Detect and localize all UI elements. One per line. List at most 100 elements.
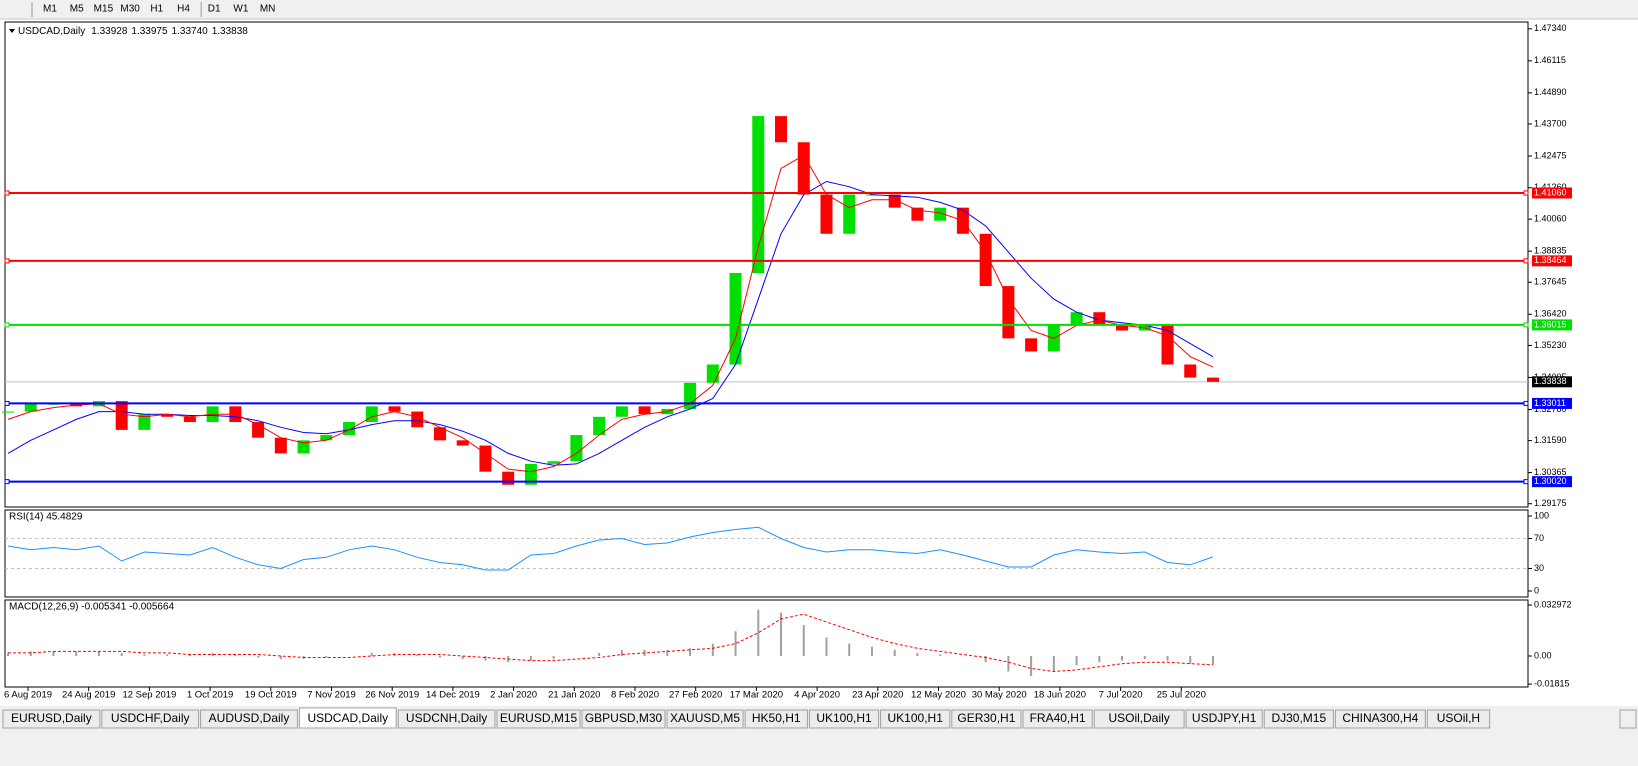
- tab-scroll[interactable]: [1619, 709, 1637, 729]
- tab-label[interactable]: UK100,H1: [816, 711, 872, 725]
- level-badge: [1532, 255, 1572, 267]
- tab[interactable]: [496, 709, 581, 729]
- tab[interactable]: [1093, 709, 1185, 729]
- symbol: USDCAD,Daily: [18, 26, 85, 37]
- rsi-label: RSI(14) 45.4829: [9, 512, 83, 523]
- timeframe-button[interactable]: W1: [233, 4, 248, 15]
- candle: [115, 401, 128, 430]
- macd-tick-label: 0.00: [1534, 650, 1552, 660]
- x-tick-label: 12 Sep 2019: [122, 690, 176, 701]
- tab-label[interactable]: USDCAD,Daily: [307, 711, 388, 725]
- candle: [752, 116, 765, 273]
- timeframe-button[interactable]: M5: [70, 4, 84, 15]
- tab-label[interactable]: USDCHF,Daily: [111, 711, 190, 725]
- level-handle[interactable]: [1523, 190, 1529, 196]
- tab-label[interactable]: USDCNH,Daily: [406, 711, 487, 725]
- candle: [1093, 312, 1106, 326]
- tab[interactable]: [1334, 709, 1426, 729]
- candle: [320, 435, 333, 441]
- level-label: 1.33011: [1534, 398, 1566, 408]
- x-tick-label: 4 Apr 2020: [794, 690, 840, 701]
- candle: [183, 416, 196, 423]
- price-badge: [1532, 376, 1572, 388]
- level-label: 1.30020: [1534, 476, 1567, 486]
- candle: [388, 406, 401, 412]
- tab[interactable]: [880, 709, 951, 729]
- tab-label[interactable]: GER30,H1: [957, 711, 1015, 725]
- open: 1.33928: [91, 26, 128, 37]
- tab[interactable]: [744, 709, 808, 729]
- tab-label[interactable]: USDJPY,H1: [1192, 711, 1257, 725]
- timeframe-button[interactable]: M1: [43, 4, 57, 15]
- level-handle[interactable]: [4, 322, 10, 328]
- tab-label[interactable]: CHINA300,H4: [1342, 711, 1418, 725]
- tab[interactable]: [298, 707, 397, 729]
- tab[interactable]: [808, 709, 880, 729]
- high: 1.33975: [131, 26, 168, 37]
- candle: [524, 463, 537, 485]
- rsi-line: [7, 526, 1214, 571]
- tab-label[interactable]: EURUSD,Daily: [11, 711, 92, 725]
- tab[interactable]: [581, 709, 666, 729]
- tab-label[interactable]: DJ30,M15: [1271, 711, 1326, 725]
- timeframe-button[interactable]: H1: [150, 4, 163, 15]
- candle: [502, 471, 515, 485]
- level-handle[interactable]: [4, 258, 10, 264]
- x-tick-label: 12 May 2020: [911, 690, 966, 701]
- tab-label[interactable]: USOil,H: [1437, 711, 1480, 725]
- tab-label[interactable]: AUDUSD,Daily: [209, 711, 290, 725]
- y-tick-label: 1.29175: [1534, 498, 1567, 508]
- rsi-panel: [4, 509, 1529, 598]
- menu-arrow[interactable]: [9, 29, 15, 33]
- timeframe-button[interactable]: MN: [260, 4, 276, 15]
- candle: [729, 272, 742, 365]
- tab-label[interactable]: EURUSD,M15: [500, 711, 578, 725]
- level-handle[interactable]: [4, 190, 10, 196]
- macd-tick-label: 0.032972: [1534, 599, 1572, 609]
- tab[interactable]: [1263, 709, 1334, 729]
- tab[interactable]: [200, 709, 298, 729]
- tab-label[interactable]: XAUUSD,M5: [670, 711, 740, 725]
- level-handle[interactable]: [1523, 258, 1529, 264]
- tab[interactable]: [1185, 709, 1263, 729]
- level-handle[interactable]: [1523, 400, 1529, 406]
- candle: [547, 461, 560, 464]
- level-label: 1.38464: [1534, 255, 1567, 265]
- candle: [1184, 364, 1197, 378]
- level-badge: [1532, 397, 1572, 409]
- tab[interactable]: [951, 709, 1022, 729]
- candle: [1207, 377, 1219, 382]
- tab[interactable]: [397, 709, 496, 729]
- candle: [297, 440, 310, 454]
- tab[interactable]: [1022, 709, 1093, 729]
- price-label: 1.33838: [1534, 376, 1567, 386]
- candle: [1025, 338, 1038, 352]
- x-tick-label: 17 Mar 2020: [730, 690, 783, 701]
- level-handle[interactable]: [4, 479, 10, 485]
- tab-label[interactable]: HK50,H1: [752, 711, 801, 725]
- timeframe-button[interactable]: M15: [94, 4, 114, 15]
- x-tick-label: 30 May 2020: [972, 690, 1027, 701]
- level-handle[interactable]: [1523, 322, 1529, 328]
- tab-label[interactable]: FRA40,H1: [1030, 711, 1086, 725]
- y-tick-label: 1.38835: [1534, 246, 1567, 256]
- tab[interactable]: [2, 709, 101, 729]
- tab-label[interactable]: GBPUSD,M30: [585, 711, 663, 725]
- y-tick-label: 1.37645: [1534, 277, 1567, 287]
- status-area: [0, 732, 1638, 766]
- y-tick-label: 1.35230: [1534, 340, 1567, 350]
- tab[interactable]: [101, 709, 200, 729]
- timeframe-button[interactable]: H4: [177, 4, 190, 15]
- tab-label[interactable]: UK100,H1: [888, 711, 944, 725]
- timeframe-button[interactable]: M30: [120, 4, 140, 15]
- level-handle[interactable]: [1523, 479, 1529, 485]
- ma-fast-line: [7, 154, 1214, 473]
- tab[interactable]: [1426, 709, 1491, 729]
- timeframe-button[interactable]: D1: [208, 4, 221, 15]
- level-handle[interactable]: [4, 400, 10, 406]
- tab-label[interactable]: USOil,Daily: [1108, 711, 1169, 725]
- tab[interactable]: [666, 709, 744, 729]
- x-tick-label: 23 Apr 2020: [852, 690, 903, 701]
- y-tick-label: 1.30365: [1534, 467, 1567, 477]
